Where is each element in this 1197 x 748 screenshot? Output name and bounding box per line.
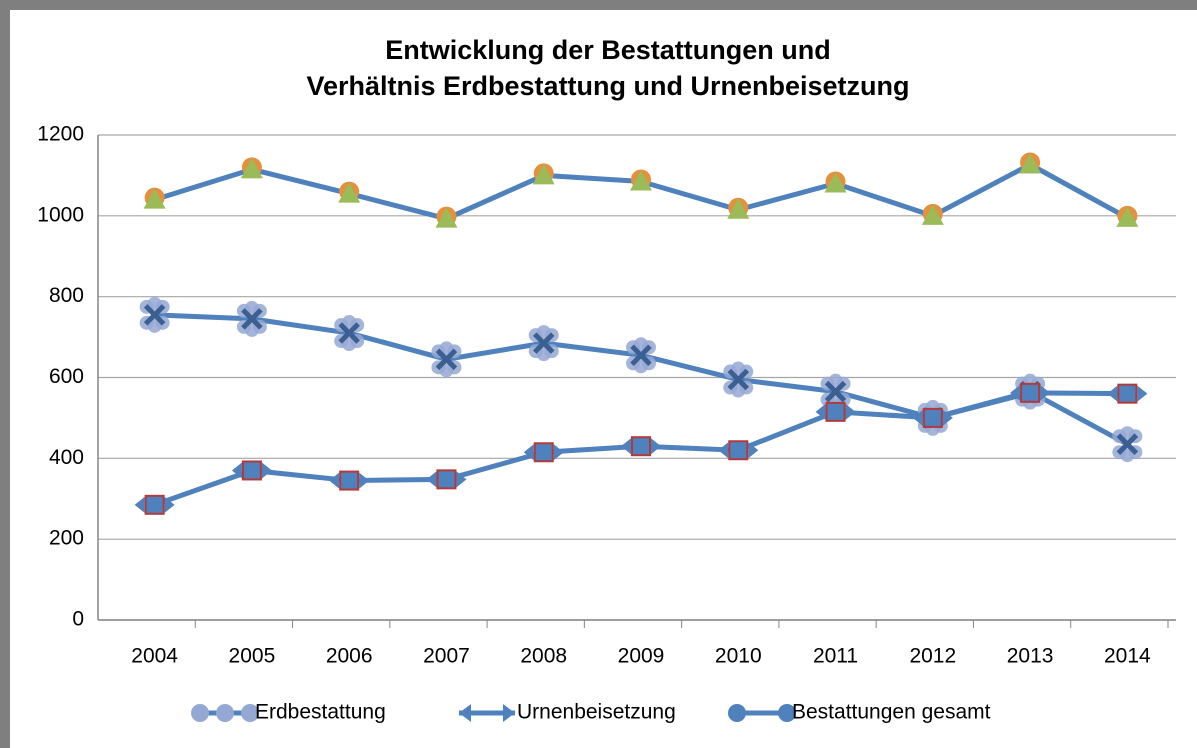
- chart-title: Verhältnis Erdbestattung und Urnenbeiset…: [306, 71, 909, 101]
- marker-blob: [147, 318, 162, 333]
- marker: [143, 188, 166, 209]
- marker: [435, 207, 458, 228]
- marker: [532, 164, 555, 185]
- marker-blob: [342, 315, 357, 330]
- y-tick-label: 1000: [37, 203, 84, 226]
- marker: [1020, 382, 1041, 403]
- x-tick-label: 2008: [520, 645, 567, 668]
- marker-blob: [439, 363, 454, 378]
- marker-blob: [634, 359, 648, 374]
- legend-marker: [216, 704, 234, 722]
- marker-blob: [1120, 448, 1135, 463]
- marker-blob: [536, 325, 551, 340]
- legend-marker: [191, 704, 209, 722]
- legend-marker: [241, 704, 259, 722]
- chart-title: Entwicklung der Bestattungen und: [385, 35, 831, 65]
- marker: [727, 198, 750, 219]
- marker: [1116, 206, 1139, 227]
- marker-blob: [244, 322, 259, 337]
- marker: [728, 440, 749, 461]
- y-tick-label: 800: [49, 284, 84, 307]
- marker: [241, 460, 262, 481]
- marker-blob: [731, 361, 746, 376]
- x-tick-label: 2006: [326, 645, 373, 668]
- marker: [339, 470, 360, 491]
- marker-blob: [731, 383, 746, 398]
- legend-marker: [728, 704, 746, 722]
- legend-label: Erdbestattung: [255, 701, 386, 724]
- marker: [143, 304, 166, 326]
- x-tick-label: 2010: [715, 645, 762, 668]
- marker: [1116, 433, 1139, 455]
- x-tick-label: 2013: [1007, 645, 1054, 668]
- marker: [533, 442, 554, 463]
- marker: [532, 332, 555, 354]
- marker-blob: [342, 337, 357, 352]
- x-tick-label: 2005: [229, 645, 276, 668]
- y-tick-label: 0: [72, 608, 84, 631]
- legend-label: Urnenbeisetzung: [517, 701, 676, 724]
- marker: [727, 368, 750, 391]
- y-tick-label: 200: [49, 527, 84, 550]
- marker: [824, 172, 847, 193]
- marker: [435, 348, 458, 371]
- marker: [825, 401, 846, 422]
- marker-blob: [439, 341, 454, 356]
- y-tick-label: 600: [49, 365, 84, 388]
- legend-marker: [459, 704, 515, 722]
- marker: [1117, 383, 1138, 404]
- marker: [144, 494, 165, 515]
- marker: [240, 158, 263, 179]
- marker-blob: [244, 300, 259, 315]
- y-tick-label: 1200: [37, 123, 84, 146]
- marker-blob: [1120, 426, 1135, 441]
- marker: [436, 469, 457, 490]
- legend-label: Bestattungen gesamt: [792, 701, 991, 724]
- marker: [1019, 153, 1042, 174]
- marker-blob: [634, 337, 648, 352]
- x-tick-label: 2011: [813, 645, 858, 668]
- marker: [921, 204, 944, 225]
- x-tick-label: 2012: [909, 645, 956, 668]
- marker: [338, 322, 360, 344]
- x-tick-label: 2014: [1104, 645, 1151, 668]
- legend-marker: [778, 704, 796, 722]
- marker: [241, 308, 263, 330]
- y-tick-label: 400: [49, 446, 84, 469]
- marker: [630, 344, 652, 367]
- marker: [824, 380, 847, 403]
- marker-blob: [536, 347, 551, 362]
- marker: [922, 407, 943, 428]
- marker-blob: [147, 296, 162, 311]
- marker: [338, 182, 361, 203]
- x-tick-label: 2004: [131, 645, 178, 668]
- marker-blob: [828, 373, 843, 388]
- x-tick-label: 2009: [618, 645, 665, 668]
- marker: [630, 170, 652, 191]
- x-tick-label: 2007: [423, 645, 470, 668]
- marker: [631, 436, 651, 457]
